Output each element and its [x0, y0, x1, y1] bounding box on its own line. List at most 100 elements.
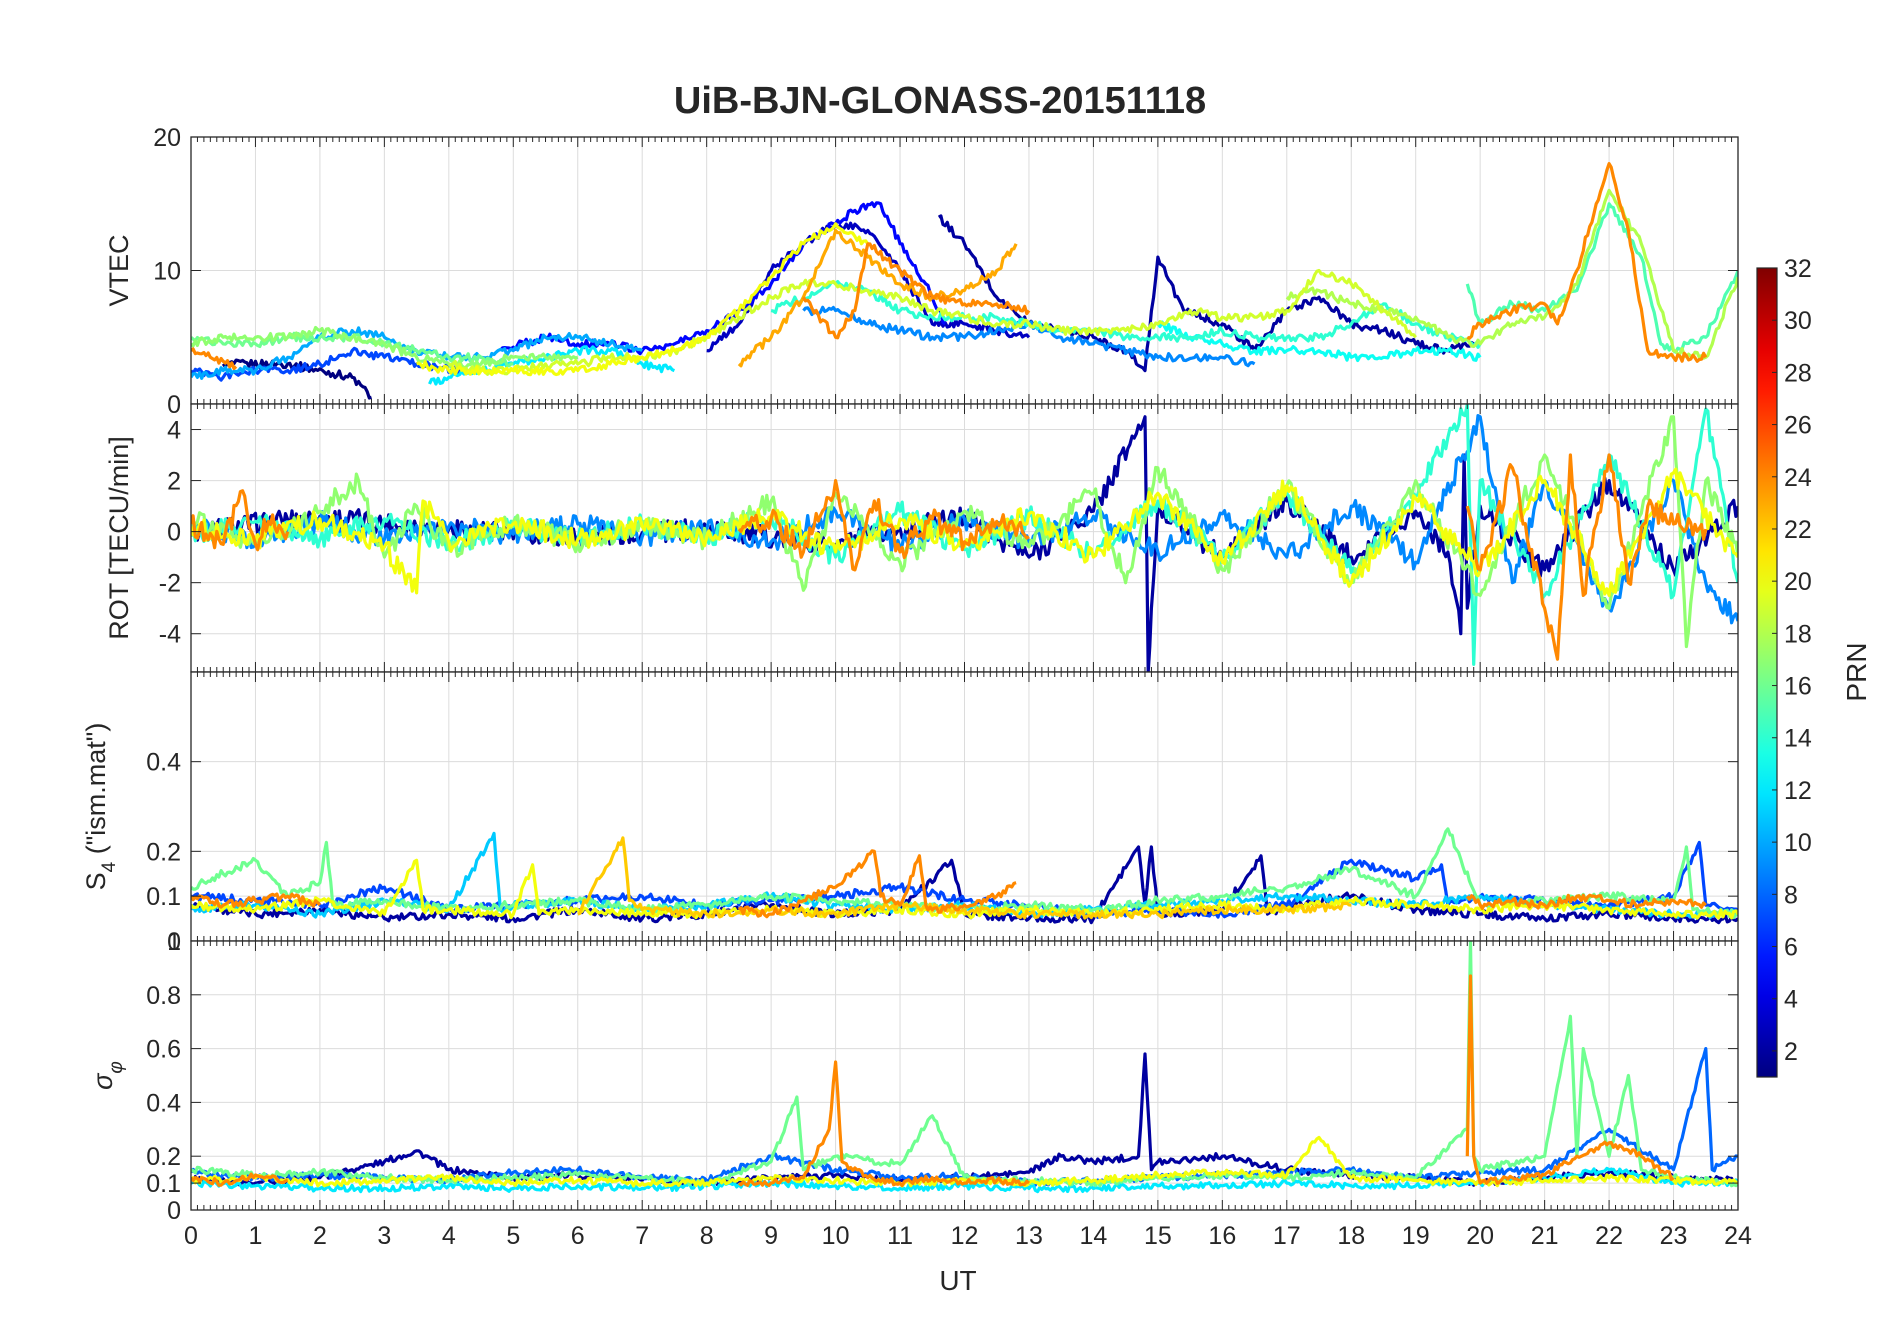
x-tick-label: 6	[571, 1222, 585, 1250]
series-group	[191, 827, 1738, 925]
series-line-prn-24	[191, 489, 290, 552]
y-tick-label: 10	[153, 258, 181, 286]
colorbar-tick-label: 28	[1784, 359, 1812, 387]
series-line-prn-24	[191, 892, 322, 909]
x-axis-label: UT	[939, 1265, 976, 1296]
x-tick-label: 20	[1466, 1222, 1494, 1250]
series-group	[191, 162, 1738, 400]
colorbar-tick-label: 4	[1784, 986, 1798, 1014]
x-ticks	[190, 137, 1739, 404]
x-tick-label: 0	[184, 1222, 198, 1250]
y-tick-label: 20	[153, 124, 181, 152]
colorbar-tick-label: 16	[1784, 673, 1812, 701]
colorbar-tick-label: 2	[1784, 1038, 1798, 1066]
y-tick-label: 0.8	[146, 982, 181, 1010]
x-tick-label: 4	[442, 1222, 456, 1250]
series-line-prn-15	[1465, 202, 1738, 354]
x-tick-label: 5	[506, 1222, 520, 1250]
series-group	[191, 404, 1738, 672]
y-tick-label: 0.2	[146, 1143, 181, 1171]
y-axis-label-part: σ	[88, 1072, 118, 1090]
x-ticks	[190, 672, 1739, 941]
x-ticks	[190, 404, 1739, 672]
y-tick-label: 2	[167, 468, 181, 496]
y-tick-label: 0.4	[146, 749, 181, 777]
colorbar-tick-label: 12	[1784, 777, 1812, 805]
colorbar-scale	[1756, 267, 1778, 1078]
series-line-prn-20	[191, 858, 1738, 920]
x-tick-label: 17	[1273, 1222, 1301, 1250]
y-tick-label: 0	[167, 928, 181, 956]
colorbar-tick-label: 18	[1784, 620, 1812, 648]
colorbar-tick-label: 14	[1784, 725, 1812, 753]
colorbar-tick-label: 30	[1784, 307, 1812, 335]
x-tick-label: 15	[1144, 1222, 1172, 1250]
x-tick-label: 18	[1337, 1222, 1365, 1250]
y-tick-label: 0.4	[146, 1089, 181, 1117]
x-tick-label: 13	[1015, 1222, 1043, 1250]
series-line-prn-16	[191, 941, 1738, 1188]
x-tick-label: 14	[1080, 1222, 1108, 1250]
colorbar-tick-label: 32	[1784, 255, 1812, 283]
series-line-prn-9	[191, 414, 1738, 625]
y-axis-label-part: S	[81, 872, 111, 890]
panel-2: -4 -2 0 2 4 ROT [TECU/min]	[104, 403, 1739, 673]
panel-3: 0 0.1 0.2 0.4 S4 ("ism.mat")	[81, 671, 1739, 956]
y-tick-label: 0.1	[146, 883, 181, 911]
y-tick-label: 0.2	[146, 838, 181, 866]
series-line-prn-23	[737, 228, 1018, 368]
series-line-prn-19	[448, 268, 1417, 376]
series-line-prn-20	[415, 222, 870, 377]
series-line-prn-17	[191, 325, 579, 370]
series-line-prn-24	[1465, 893, 1707, 910]
series-line-prn-24	[737, 849, 1017, 919]
series-line-prn-24	[737, 479, 1030, 572]
x-tick-label: 9	[764, 1222, 778, 1250]
y-tick-label: 0	[167, 391, 181, 419]
colorbar-tick-label: 6	[1784, 934, 1798, 962]
colorbar-tick-label: 8	[1784, 881, 1798, 909]
series-line-prn-13	[1156, 320, 1482, 363]
x-tick-label: 24	[1724, 1222, 1752, 1250]
x-tick-label: 10	[822, 1222, 850, 1250]
y-axis-label-part: 4	[99, 861, 120, 872]
series-line-prn-24	[191, 347, 238, 371]
series-line-prn-14	[770, 280, 1482, 349]
y-axis-label-part: φ	[106, 1061, 127, 1073]
x-tick-label: 8	[700, 1222, 714, 1250]
y-tick-label: 0	[167, 519, 181, 547]
y-tick-label: -2	[159, 570, 181, 598]
x-ticks	[190, 941, 1739, 1210]
grid	[191, 404, 1738, 672]
series-line-prn-24	[1466, 162, 1708, 363]
x-tick-label: 12	[951, 1222, 979, 1250]
x-tick-label: 2	[313, 1222, 327, 1250]
series-line-prn-24	[1465, 974, 1675, 1185]
x-tick-label: 16	[1208, 1222, 1236, 1250]
x-tick-label: 23	[1660, 1222, 1688, 1250]
series-line-prn-24	[191, 1172, 289, 1187]
colorbar-tick-label: 10	[1784, 829, 1812, 857]
series-line-prn-17	[191, 415, 1738, 649]
y-axis-label: σφ	[88, 1061, 127, 1090]
series-line-prn-22	[577, 836, 1352, 920]
colorbar-tick-label: 20	[1784, 568, 1812, 596]
x-tick-label: 11	[887, 1222, 913, 1250]
colorbar-label: PRN	[1841, 642, 1872, 701]
series-group	[191, 941, 1738, 1194]
series-line-prn-24	[802, 242, 1031, 340]
colorbar-tick-label: 22	[1784, 516, 1812, 544]
x-tick-label: 21	[1531, 1222, 1559, 1250]
y-tick-label: 0	[167, 1197, 181, 1225]
y-tick-label: 0.1	[146, 1170, 181, 1198]
series-line-prn-18	[1285, 188, 1738, 360]
x-tick-label: 22	[1595, 1222, 1623, 1250]
y-tick-label: 1	[167, 928, 181, 956]
y-axis-label-part: ("ism.mat")	[81, 723, 111, 862]
series-line-prn-24	[737, 1060, 1031, 1188]
x-tick-label: 19	[1402, 1222, 1430, 1250]
series-line-prn-24	[1465, 453, 1708, 661]
